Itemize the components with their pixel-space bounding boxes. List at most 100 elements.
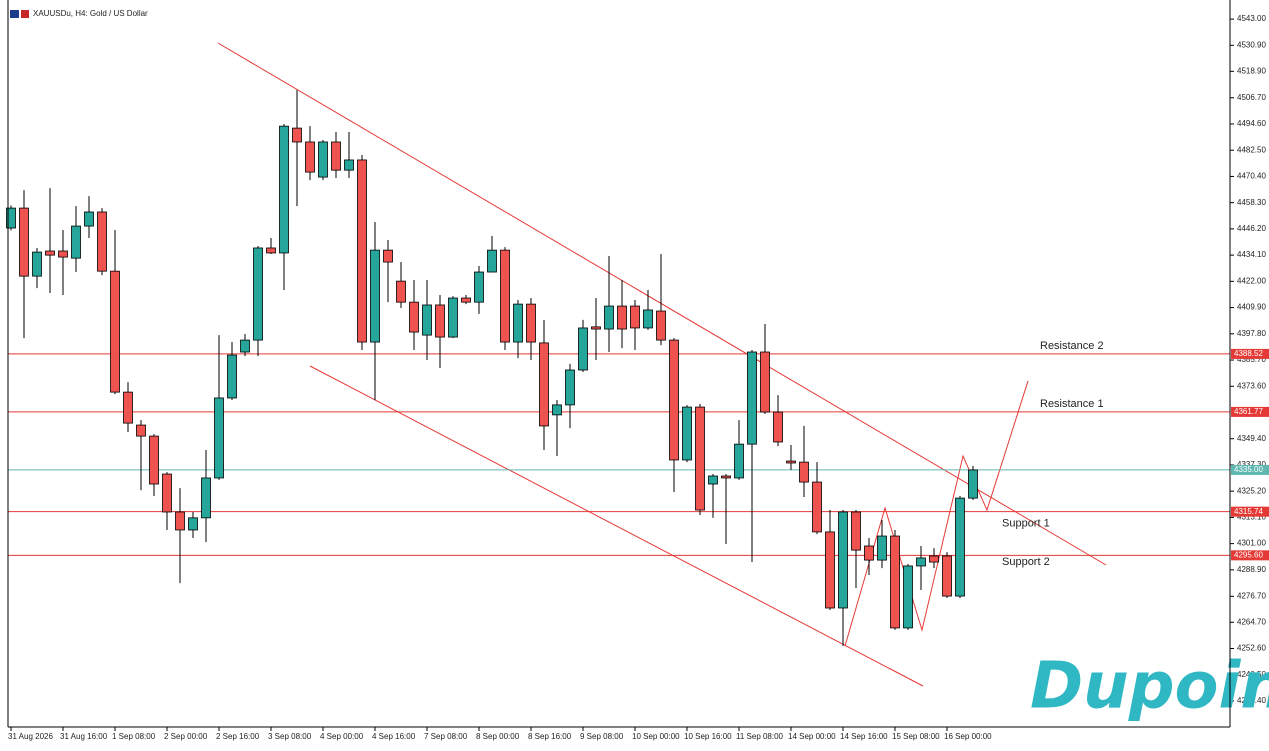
candle-body [32, 251, 42, 277]
candle-body [201, 477, 211, 519]
candle-body [591, 326, 601, 330]
x-tick-label: 7 Sep 08:00 [424, 732, 468, 741]
candle-body [19, 207, 29, 277]
y-tick-label: 4422.00 [1237, 276, 1266, 285]
candle-body [71, 225, 81, 259]
candle-body [526, 303, 536, 343]
candle-body [162, 473, 172, 513]
candle-body [136, 424, 146, 437]
x-tick-label: 14 Sep 16:00 [840, 732, 888, 741]
candle-body [604, 305, 614, 330]
x-tick-label: 3 Sep 08:00 [268, 732, 312, 741]
candle-body [877, 535, 887, 561]
y-tick-label: 4470.40 [1237, 172, 1266, 181]
candle-body [552, 404, 562, 416]
candle-body [695, 406, 705, 511]
candle-body [318, 141, 328, 178]
candle-body [149, 435, 159, 485]
x-tick-label: 15 Sep 08:00 [892, 732, 940, 741]
watermark: Dupoin [1030, 650, 1269, 724]
y-tick-label: 4530.90 [1237, 40, 1266, 49]
candle-body [799, 461, 809, 483]
candle-body [6, 207, 16, 229]
candle-body [500, 249, 510, 343]
y-tick-label: 4385.70 [1237, 355, 1266, 364]
level-price-box [1231, 464, 1269, 475]
y-tick-label: 4252.60 [1237, 644, 1266, 653]
x-tick-label: 10 Sep 16:00 [684, 732, 732, 741]
candle-body [370, 249, 380, 343]
candle-body [253, 247, 263, 341]
x-tick-label: 4 Sep 00:00 [320, 732, 364, 741]
candle-body [968, 469, 978, 499]
candle-body [656, 310, 666, 341]
candle-body [123, 391, 133, 424]
candle-body [422, 304, 432, 336]
candle-body [474, 271, 484, 303]
level-name: Resistance 1 [1040, 398, 1104, 410]
x-tick-label: 11 Sep 08:00 [736, 732, 784, 741]
x-tick-label: 2 Sep 16:00 [216, 732, 260, 741]
level-price-label: 4335.00 [1234, 465, 1263, 474]
y-tick-label: 4397.80 [1237, 329, 1266, 338]
y-tick-label: 4288.90 [1237, 565, 1266, 574]
candle-body [292, 127, 302, 143]
y-tick-label: 4446.20 [1237, 224, 1266, 233]
candle-body [45, 250, 55, 256]
candle-body [630, 305, 640, 329]
candle-body [396, 280, 406, 303]
candle-body [786, 460, 796, 464]
level-price-label: 4361.77 [1234, 407, 1263, 416]
candle-body [773, 411, 783, 443]
candle-body [578, 327, 588, 371]
candle-body [929, 555, 939, 563]
level-name: Support 1 [1002, 518, 1050, 530]
x-tick-label: 16 Sep 00:00 [944, 732, 992, 741]
candle-body [188, 517, 198, 531]
y-tick-label: 4434.10 [1237, 250, 1266, 259]
level-price-box [1231, 406, 1269, 417]
y-tick-label: 4264.70 [1237, 617, 1266, 626]
chart-title: XAUUSDu, H4: Gold / US Dollar [33, 9, 148, 18]
y-tick-label: 4325.20 [1237, 486, 1266, 495]
candle-body [643, 309, 653, 329]
candle-body [669, 339, 679, 461]
candle-body [214, 397, 224, 479]
y-tick-label: 4337.30 [1237, 460, 1266, 469]
icon [10, 10, 19, 18]
candle-body [721, 475, 731, 479]
y-tick-label: 4301.00 [1237, 539, 1266, 548]
candle-body [955, 497, 965, 597]
y-tick-label: 4518.90 [1237, 66, 1266, 75]
y-tick-label: 4494.60 [1237, 119, 1266, 128]
level-name: Resistance 2 [1040, 340, 1104, 352]
y-tick-label: 4276.70 [1237, 591, 1266, 600]
candle-body [58, 250, 68, 258]
candle-body [747, 351, 757, 445]
candle-body [110, 270, 120, 393]
x-tick-label: 31 Aug 16:00 [60, 732, 108, 741]
candle-body [890, 535, 900, 629]
y-tick-label: 4240.50 [1237, 670, 1266, 679]
candle-body [825, 531, 835, 609]
candle-body [539, 342, 549, 427]
candle-body [708, 475, 718, 485]
zigzag-projection [844, 380, 1029, 647]
x-tick-label: 9 Sep 08:00 [580, 732, 624, 741]
level-price-label: 4388.52 [1234, 349, 1263, 358]
candle-body [266, 247, 276, 254]
y-tick-label: 4313.10 [1237, 513, 1266, 522]
x-tick-label: 8 Sep 16:00 [528, 732, 572, 741]
y-tick-label: 4409.90 [1237, 303, 1266, 312]
candle-body [487, 249, 497, 273]
candle-body [97, 211, 107, 272]
y-tick-label: 4373.60 [1237, 381, 1266, 390]
level-price-box [1231, 506, 1269, 517]
candle-body [565, 369, 575, 406]
level-price-label: 4315.74 [1234, 507, 1263, 516]
candle-body [331, 141, 341, 171]
x-tick-label: 4 Sep 16:00 [372, 732, 416, 741]
